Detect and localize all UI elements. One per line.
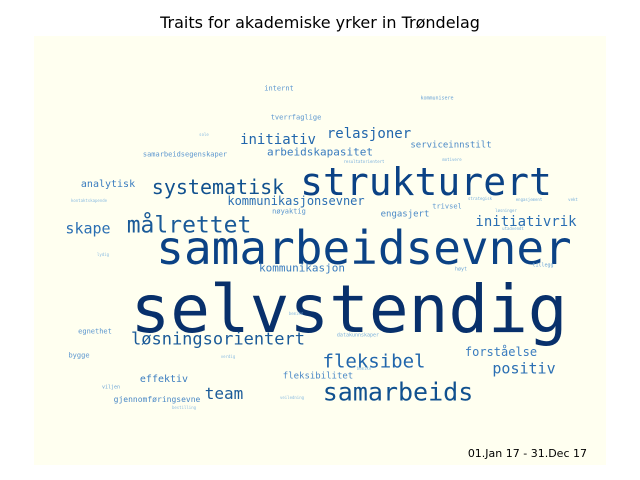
- cloud-word: kommunikasjonsevner: [227, 194, 365, 208]
- cloud-word: initiativrik: [475, 214, 577, 230]
- cloud-word: tverrfaglige: [270, 113, 322, 122]
- cloud-word: kommunisere: [420, 95, 454, 102]
- cloud-word: relasjoner: [326, 126, 412, 142]
- cloud-word: skape: [65, 219, 111, 238]
- cloud-word: arbeidskapasitet: [267, 145, 373, 159]
- cloud-word: forståelse: [464, 345, 538, 359]
- cloud-word: team: [204, 384, 244, 403]
- cloud-word: vekt: [568, 197, 578, 202]
- word-cloud: selvstendig samarbeidsevner strukturert sam…: [34, 36, 606, 465]
- cloud-word: strategisk: [467, 196, 493, 201]
- cloud-word: bygge: [68, 351, 90, 360]
- cloud-word: engasjert: [380, 209, 430, 220]
- cloud-word: bemiks: [288, 311, 304, 316]
- cloud-word: bemike: [356, 366, 372, 371]
- cloud-word: utadvendt: [502, 226, 524, 231]
- cloud-word: samarbeidsegenskaper: [142, 150, 228, 159]
- cloud-word: analytisk: [80, 179, 136, 190]
- cloud-word: samarbeidsevner: [156, 221, 572, 275]
- cloud-word: trivsel: [432, 202, 462, 211]
- cloud-word: egnethet: [78, 327, 112, 336]
- cloud-word: kommunikasjon: [258, 261, 346, 275]
- cloud-word: systematisk: [151, 175, 285, 199]
- cloud-word: initiativ: [240, 132, 316, 148]
- cloud-word: motivere: [442, 157, 462, 162]
- cloud-word: nøyaktig: [272, 207, 306, 216]
- cloud-word: samarbeids: [322, 377, 474, 407]
- cloud-word: engasjement: [515, 197, 543, 202]
- date-range: 01.Jan 17 - 31.Dec 17: [467, 447, 587, 460]
- cloud-word: løsninger: [495, 208, 517, 213]
- cloud-word: sole: [199, 132, 209, 137]
- cloud-word: lydig: [96, 252, 110, 257]
- cloud-word: veiledning: [279, 395, 305, 400]
- cloud-word: bestilling: [171, 405, 197, 410]
- cloud-word: serviceinnstilt: [410, 140, 492, 151]
- cloud-word: positiv: [492, 359, 556, 378]
- cloud-word: fleksibilitet: [282, 371, 354, 382]
- cloud-word: strukturert: [300, 160, 552, 204]
- cloud-word: effektiv: [139, 374, 189, 385]
- cloud-word: resultatorientert: [343, 159, 385, 164]
- cloud-word: internt: [264, 84, 294, 93]
- cloud-word: datakunnskaper: [336, 332, 380, 339]
- cloud-word: gjennomføringsevne: [113, 395, 201, 404]
- cloud-word: verdig: [220, 354, 236, 359]
- cloud-word: kontaktskapende: [70, 198, 108, 203]
- cloud-word: viljen: [101, 384, 121, 391]
- cloud-word: tillegg: [532, 262, 554, 269]
- cloud-word: fleksibel: [322, 350, 426, 373]
- cloud-word: selvstendig: [130, 271, 568, 348]
- cloud-word: målrettet: [126, 212, 252, 239]
- cloud-word: løsningsorientert: [131, 329, 305, 350]
- cloud-word: høyt: [454, 266, 468, 273]
- chart-title: Traits for akademiske yrker in Trøndelag: [160, 13, 480, 32]
